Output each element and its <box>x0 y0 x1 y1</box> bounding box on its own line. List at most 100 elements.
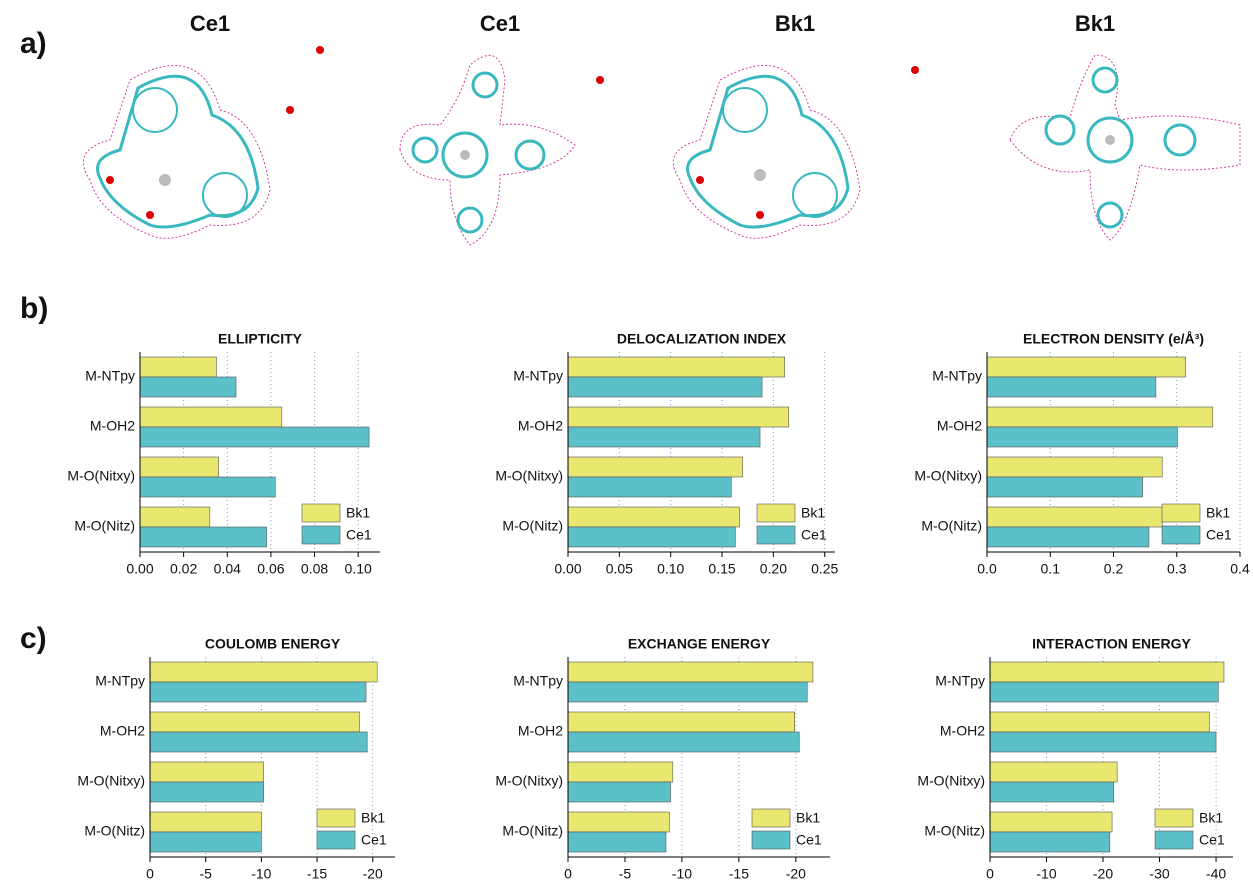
x-tick-label: -10 <box>672 866 692 882</box>
x-tick-label: 0.00 <box>126 561 153 577</box>
legend-swatch <box>302 504 340 522</box>
x-tick-label: 0.3 <box>1167 561 1187 577</box>
x-tick-label: 0.25 <box>811 561 838 577</box>
bar <box>987 507 1162 527</box>
legend-label: Bk1 <box>361 810 385 826</box>
x-tick-label: 0 <box>146 866 154 882</box>
bar <box>568 782 671 802</box>
legend-swatch <box>317 809 355 827</box>
x-tick-label: 0 <box>564 866 572 882</box>
x-tick-label: -20 <box>786 866 806 882</box>
bar <box>568 507 739 527</box>
structure-title: Ce1 <box>190 11 230 36</box>
x-tick-label: -10 <box>1036 866 1056 882</box>
legend-swatch <box>1155 809 1193 827</box>
bar <box>150 782 264 802</box>
legend-label: Bk1 <box>1199 810 1223 826</box>
y-tick-label: M-O(Nitxy) <box>67 468 135 484</box>
bar <box>140 407 282 427</box>
x-tick-label: 0.06 <box>257 561 284 577</box>
y-tick-label: M-O(Nitz) <box>502 823 563 839</box>
bar <box>568 662 813 682</box>
legend-label: Ce1 <box>1199 832 1225 848</box>
bar <box>568 527 735 547</box>
y-tick-label: M-OH2 <box>100 723 145 739</box>
legend-label: Ce1 <box>346 527 372 543</box>
bar <box>987 527 1149 547</box>
y-tick-label: M-O(Nitz) <box>84 823 145 839</box>
structure-title: Bk1 <box>1075 11 1115 36</box>
x-tick-label: -5 <box>199 866 212 882</box>
bar <box>990 832 1110 852</box>
y-tick-label: M-NTpy <box>932 368 982 384</box>
bar <box>568 812 669 832</box>
x-tick-label: 0.00 <box>554 561 581 577</box>
x-tick-label: -20 <box>1093 866 1113 882</box>
bar <box>568 407 789 427</box>
bar <box>140 527 267 547</box>
structure <box>400 55 604 245</box>
panel-label: b) <box>20 292 48 325</box>
legend-label: Ce1 <box>801 527 827 543</box>
bar <box>568 712 795 732</box>
x-tick-label: -30 <box>1149 866 1169 882</box>
x-tick-label: 0.20 <box>760 561 787 577</box>
bar <box>140 477 275 497</box>
y-tick-label: M-O(Nitxy) <box>77 773 145 789</box>
chart-title: ELECTRON DENSITY (e/Å³) <box>1023 331 1204 347</box>
bar <box>150 662 377 682</box>
y-tick-label: M-OH2 <box>90 418 135 434</box>
x-tick-label: 0.4 <box>1230 561 1250 577</box>
legend-label: Bk1 <box>796 810 820 826</box>
chart-title: INTERACTION ENERGY <box>1032 636 1191 652</box>
bar <box>990 682 1218 702</box>
bar <box>568 732 799 752</box>
structure <box>83 46 324 238</box>
bar <box>140 507 210 527</box>
y-tick-label: M-OH2 <box>518 418 563 434</box>
y-tick-label: M-NTpy <box>95 673 145 689</box>
bar <box>140 457 219 477</box>
legend-swatch <box>1162 504 1200 522</box>
bar <box>568 377 762 397</box>
x-tick-label: -5 <box>619 866 632 882</box>
bar <box>150 762 264 782</box>
bar <box>987 477 1143 497</box>
legend-swatch <box>1162 526 1200 544</box>
x-tick-label: -10 <box>251 866 271 882</box>
chart-title: DELOCALIZATION INDEX <box>617 331 787 347</box>
bar <box>990 712 1209 732</box>
bar <box>568 682 807 702</box>
bar <box>990 662 1224 682</box>
structure <box>673 65 919 238</box>
chart-title: ELLIPTICITY <box>218 331 303 347</box>
x-tick-label: 0.05 <box>606 561 633 577</box>
bar <box>150 732 367 752</box>
x-tick-label: 0.04 <box>214 561 241 577</box>
bar <box>568 427 760 447</box>
bar <box>568 832 666 852</box>
bar <box>990 762 1117 782</box>
molecular-structures <box>83 46 1240 245</box>
y-tick-label: M-NTpy <box>513 368 563 384</box>
legend-swatch <box>757 526 795 544</box>
bar <box>987 377 1156 397</box>
chart-title: EXCHANGE ENERGY <box>628 636 771 652</box>
panel-label: c) <box>20 622 47 655</box>
structure <box>1010 55 1240 240</box>
bar <box>140 427 369 447</box>
y-tick-label: M-NTpy <box>85 368 135 384</box>
bar <box>568 762 673 782</box>
bar <box>150 682 366 702</box>
legend-swatch <box>1155 831 1193 849</box>
x-tick-label: 0.15 <box>708 561 735 577</box>
bar <box>987 357 1186 377</box>
y-tick-label: M-O(Nitxy) <box>914 468 982 484</box>
x-tick-label: -20 <box>363 866 383 882</box>
bar <box>568 357 785 377</box>
x-tick-label: 0.1 <box>1041 561 1061 577</box>
legend-swatch <box>757 504 795 522</box>
x-tick-label: 0.08 <box>301 561 328 577</box>
chart-title: COULOMB ENERGY <box>205 636 341 652</box>
y-tick-label: M-NTpy <box>935 673 985 689</box>
